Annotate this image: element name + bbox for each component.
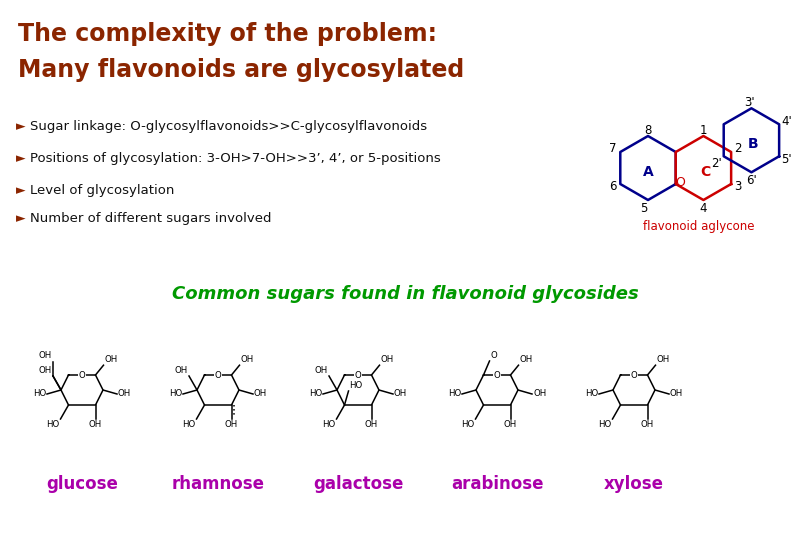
Text: O: O: [493, 370, 501, 380]
Text: O: O: [675, 177, 684, 190]
Text: ►: ►: [16, 152, 26, 165]
Text: Common sugars found in flavonoid glycosides: Common sugars found in flavonoid glycosi…: [172, 285, 638, 303]
Text: O: O: [491, 351, 497, 360]
Text: HO: HO: [585, 389, 598, 399]
Text: 8: 8: [644, 124, 652, 137]
Text: ►: ►: [16, 184, 26, 197]
Text: OH: OH: [225, 420, 238, 429]
Text: OH: OH: [118, 389, 131, 399]
Text: HO: HO: [448, 389, 461, 399]
Text: HO: HO: [32, 389, 46, 399]
Text: O: O: [631, 370, 637, 380]
Text: ►: ►: [16, 120, 26, 133]
Text: A: A: [642, 165, 654, 179]
Text: The complexity of the problem:: The complexity of the problem:: [18, 22, 437, 46]
Text: OH: OH: [533, 389, 546, 399]
Text: O: O: [355, 370, 361, 380]
Text: OH: OH: [254, 389, 267, 399]
Text: OH: OH: [656, 355, 670, 364]
Text: galactose: galactose: [313, 475, 403, 493]
Text: 2: 2: [735, 143, 742, 156]
Text: B: B: [748, 137, 759, 151]
Text: OH: OH: [39, 351, 52, 360]
Text: OH: OH: [89, 420, 102, 429]
Text: Many flavonoids are glycosylated: Many flavonoids are glycosylated: [18, 58, 464, 82]
Text: flavonoid aglycone: flavonoid aglycone: [642, 220, 754, 233]
Text: O: O: [79, 370, 85, 380]
Text: OH: OH: [39, 366, 52, 375]
Text: OH: OH: [364, 420, 378, 429]
Text: OH: OH: [504, 420, 517, 429]
Text: rhamnose: rhamnose: [172, 475, 265, 493]
Text: 4': 4': [781, 115, 791, 128]
Text: OH: OH: [641, 420, 654, 429]
Text: HO: HO: [599, 420, 612, 429]
Text: 2': 2': [711, 157, 722, 170]
Text: HO: HO: [309, 389, 322, 399]
Text: 4: 4: [700, 201, 707, 214]
Text: 6': 6': [746, 174, 757, 187]
Text: 3: 3: [735, 180, 742, 193]
Text: HO: HO: [349, 381, 363, 390]
Text: xylose: xylose: [604, 475, 664, 493]
Text: 5: 5: [641, 201, 648, 214]
Text: 5': 5': [781, 153, 791, 166]
Text: 1: 1: [700, 124, 707, 137]
Text: C: C: [701, 165, 710, 179]
Text: OH: OH: [241, 355, 254, 364]
Text: Positions of glycosylation: 3-OH>7-OH>>3’, 4’, or 5-positions: Positions of glycosylation: 3-OH>7-OH>>3…: [30, 152, 441, 165]
Text: OH: OH: [519, 355, 533, 364]
Text: OH: OH: [315, 366, 328, 375]
Text: OH: OH: [175, 366, 188, 375]
Text: 7: 7: [609, 143, 617, 156]
Text: HO: HO: [322, 420, 335, 429]
Text: Level of glycosylation: Level of glycosylation: [30, 184, 174, 197]
Text: OH: OH: [670, 389, 684, 399]
Text: HO: HO: [46, 420, 59, 429]
Text: O: O: [215, 370, 221, 380]
Text: ►: ►: [16, 212, 26, 225]
Text: OH: OH: [104, 355, 117, 364]
Text: OH: OH: [394, 389, 407, 399]
Text: HO: HO: [461, 420, 475, 429]
Text: OH: OH: [381, 355, 394, 364]
Text: 3': 3': [744, 96, 755, 109]
Text: Sugar linkage: O-glycosylflavonoids>>C-glycosylflavonoids: Sugar linkage: O-glycosylflavonoids>>C-g…: [30, 120, 427, 133]
Text: HO: HO: [182, 420, 195, 429]
Text: arabinose: arabinose: [450, 475, 544, 493]
Text: HO: HO: [168, 389, 182, 399]
Text: Number of different sugars involved: Number of different sugars involved: [30, 212, 271, 225]
Text: 6: 6: [609, 180, 617, 193]
Text: glucose: glucose: [46, 475, 118, 493]
